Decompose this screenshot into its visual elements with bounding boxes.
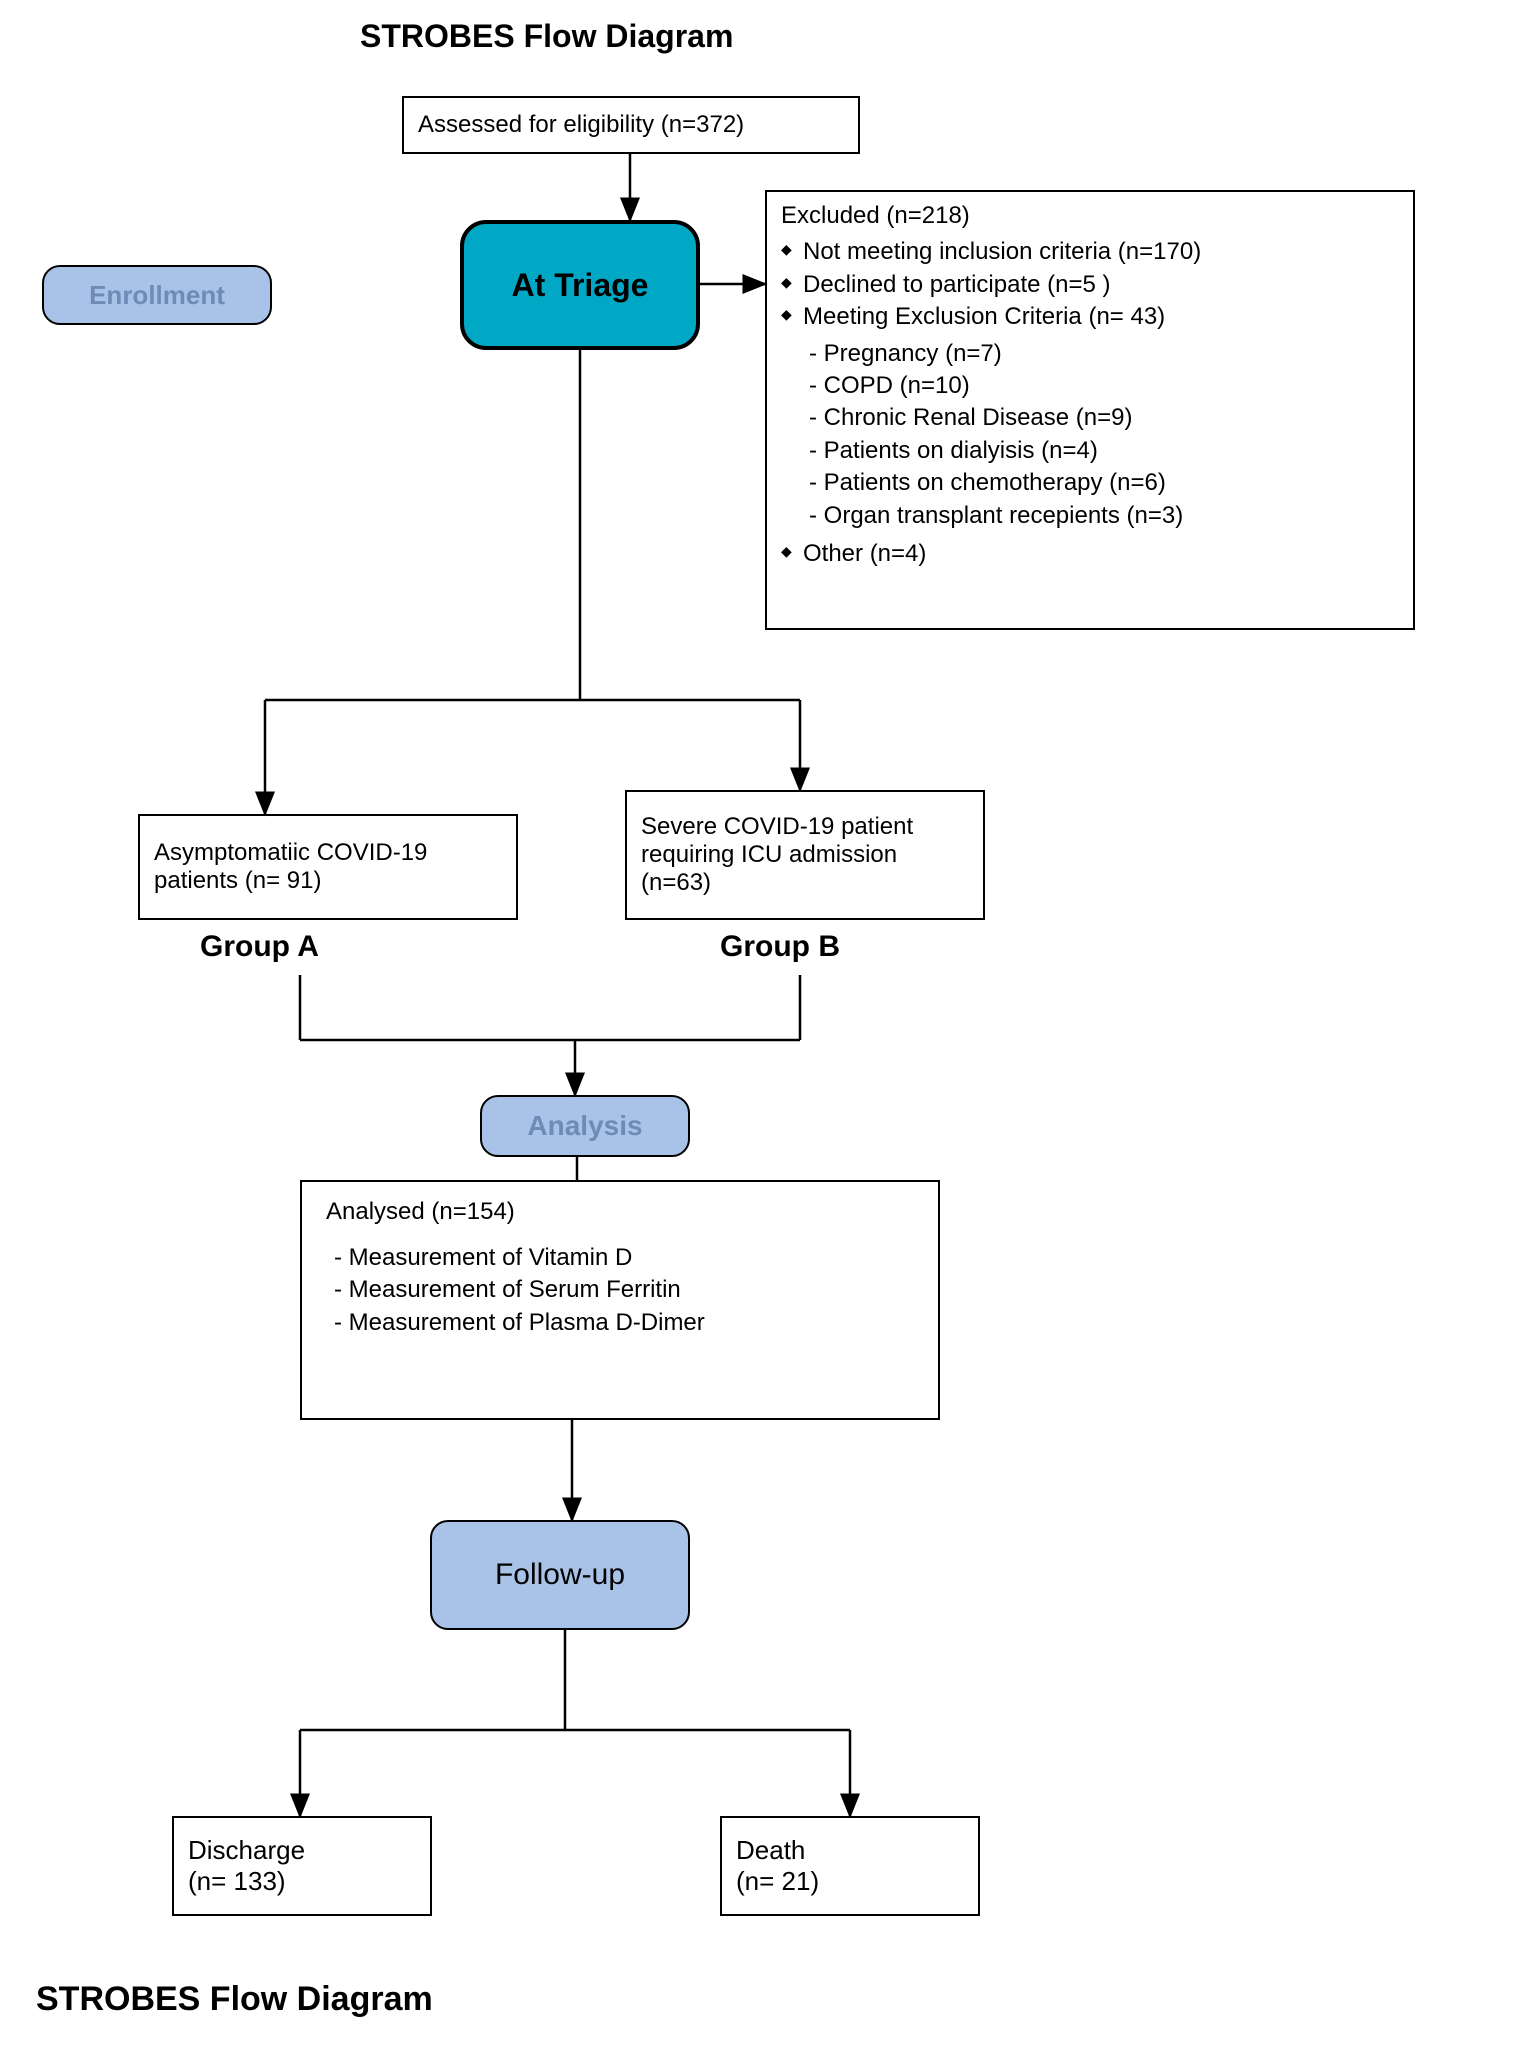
- excluded-sub-dashes: Pregnancy (n=7) COPD (n=10) Chronic Rena…: [809, 338, 1399, 532]
- diagram-title: STROBES Flow Diagram: [360, 18, 733, 55]
- analysed-dashes: Measurement of Vitamin D Measurement of …: [334, 1242, 914, 1339]
- analysed-item: Measurement of Vitamin D: [334, 1242, 914, 1274]
- flow-diagram-canvas: STROBES Flow Diagram Assessed for eligib…: [0, 0, 1538, 2050]
- node-analysed: Analysed (n=154) Measurement of Vitamin …: [300, 1180, 940, 1420]
- excluded-bullet: Not meeting inclusion criteria (n=170): [781, 236, 1399, 268]
- excluded-sub: Pregnancy (n=7): [809, 338, 1399, 370]
- analysed-item: Measurement of Serum Ferritin: [334, 1274, 914, 1306]
- node-assessed: Assessed for eligibility (n=372): [402, 96, 860, 154]
- node-discharge: Discharge (n= 133): [172, 1816, 432, 1916]
- excluded-bullet: Meeting Exclusion Criteria (n= 43): [781, 301, 1399, 333]
- node-group-a-text: Asymptomatiic COVID-19 patients (n= 91): [154, 839, 502, 895]
- label-group-a: Group A: [200, 930, 319, 964]
- excluded-sub: Patients on dialyisis (n=4): [809, 435, 1399, 467]
- node-group-b-text: Severe COVID-19 patient requiring ICU ad…: [641, 813, 969, 897]
- node-excluded: Excluded (n=218) Not meeting inclusion c…: [765, 190, 1415, 630]
- node-group-b: Severe COVID-19 patient requiring ICU ad…: [625, 790, 985, 920]
- node-analysis: Analysis: [480, 1095, 690, 1157]
- analysed-item: Measurement of Plasma D-Dimer: [334, 1307, 914, 1339]
- excluded-sub: COPD (n=10): [809, 370, 1399, 402]
- discharge-line1: Discharge: [188, 1835, 416, 1866]
- excluded-trailing: Other (n=4): [781, 538, 1399, 570]
- node-enrollment: Enrollment: [42, 265, 272, 325]
- excluded-sub: Organ transplant recepients (n=3): [809, 500, 1399, 532]
- node-enrollment-text: Enrollment: [89, 280, 225, 311]
- death-line2: (n= 21): [736, 1866, 964, 1897]
- node-at-triage: At Triage: [460, 220, 700, 350]
- node-death: Death (n= 21): [720, 1816, 980, 1916]
- excluded-bullet-other: Other (n=4): [781, 538, 1399, 570]
- excluded-sub: Chronic Renal Disease (n=9): [809, 402, 1399, 434]
- discharge-line2: (n= 133): [188, 1866, 416, 1897]
- excluded-sub: Patients on chemotherapy (n=6): [809, 467, 1399, 499]
- analysed-header: Analysed (n=154): [326, 1198, 914, 1226]
- footer-label: STROBES Flow Diagram: [36, 1980, 433, 2019]
- excluded-header: Excluded (n=218): [781, 200, 1399, 232]
- node-follow-up-text: Follow-up: [495, 1558, 625, 1592]
- node-assessed-text: Assessed for eligibility (n=372): [418, 111, 744, 139]
- label-group-b: Group B: [720, 930, 840, 964]
- node-analysis-text: Analysis: [527, 1110, 642, 1142]
- excluded-bullets: Not meeting inclusion criteria (n=170) D…: [781, 236, 1399, 333]
- node-follow-up: Follow-up: [430, 1520, 690, 1630]
- node-at-triage-text: At Triage: [512, 267, 649, 304]
- death-line1: Death: [736, 1835, 964, 1866]
- excluded-bullet: Declined to participate (n=5 ): [781, 269, 1399, 301]
- node-group-a: Asymptomatiic COVID-19 patients (n= 91): [138, 814, 518, 920]
